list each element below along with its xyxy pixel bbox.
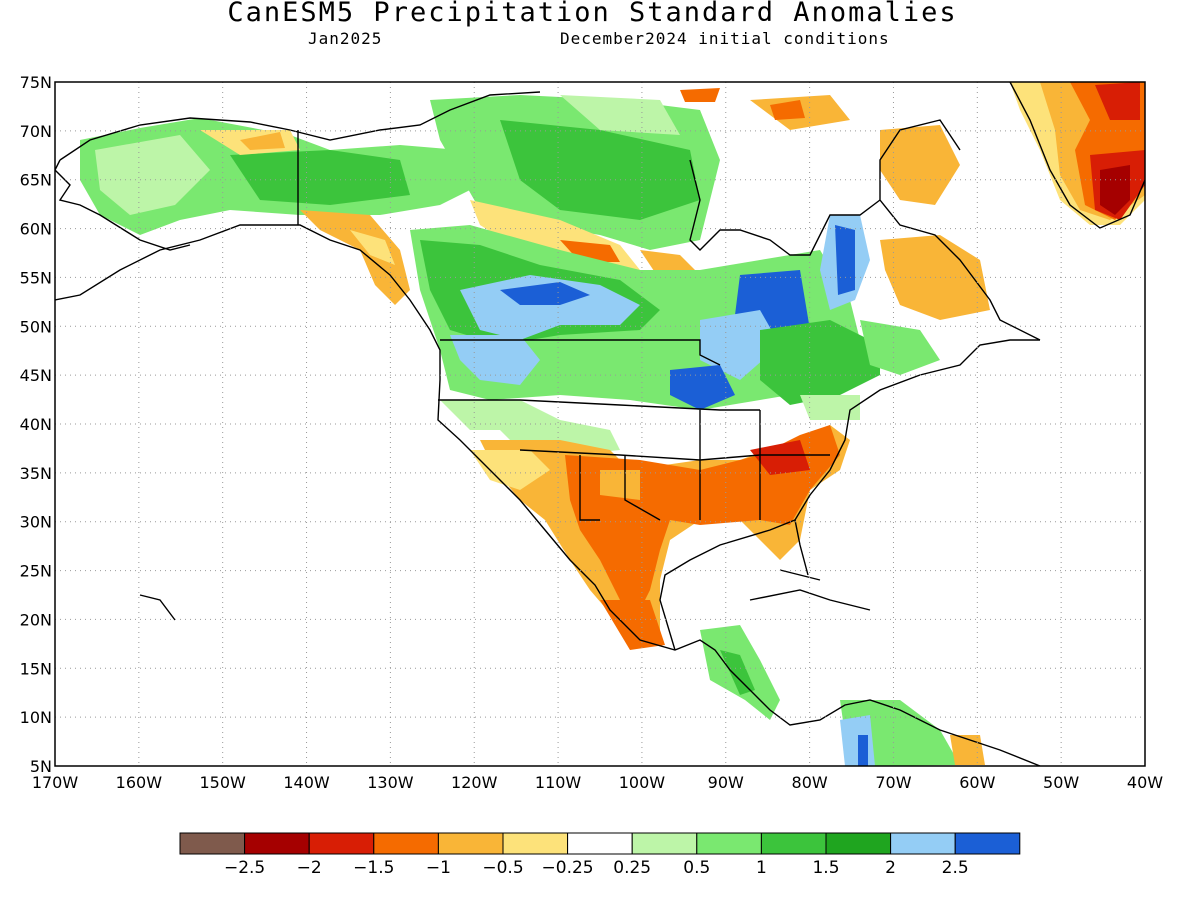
colorbar: −2.5 −2 −1.5 −1 −0.5 −0.25 0.25 0.5 1 1.5 2 2.5 — [179, 832, 1021, 878]
lon-tick-label: 160W — [116, 773, 163, 792]
colorbar-swatch — [567, 832, 633, 855]
colorbar-swatch — [631, 832, 698, 855]
colorbar-swatch — [308, 832, 375, 855]
initial-conditions: December2024 initial conditions — [560, 29, 890, 48]
colorbar-label: 1 — [756, 858, 767, 878]
colorbar-label: 2 — [885, 858, 896, 878]
colorbar-swatch — [890, 832, 956, 855]
lon-tick-label: 140W — [283, 773, 330, 792]
colorbar-label: 0.5 — [683, 858, 710, 878]
colorbar-label: −0.25 — [542, 858, 594, 878]
lat-tick-label: 45N — [20, 366, 52, 385]
lon-tick-label: 70W — [875, 773, 911, 792]
forecast-month: Jan2025 — [308, 29, 383, 48]
lat-tick-label: 40N — [20, 415, 52, 434]
lon-tick-label: 170W — [32, 773, 79, 792]
lon-tick-label: 120W — [451, 773, 498, 792]
graticule — [55, 82, 1145, 766]
lon-tick-label: 60W — [959, 773, 995, 792]
lat-tick-label: 75N — [20, 73, 52, 92]
lat-tick-label: 50N — [20, 317, 52, 336]
lat-tick-label: 30N — [20, 513, 52, 532]
colorbar-swatch — [373, 832, 439, 855]
colorbar-label: 0.25 — [613, 858, 651, 878]
anomaly-fields — [80, 82, 1145, 766]
lon-tick-label: 80W — [792, 773, 828, 792]
lon-tick-label: 50W — [1043, 773, 1079, 792]
lat-tick-label: 25N — [20, 562, 52, 581]
lon-tick-label: 150W — [200, 773, 247, 792]
lat-tick-label: 35N — [20, 464, 52, 483]
colorbar-label: 2.5 — [942, 858, 969, 878]
lat-tick-label: 60N — [20, 220, 52, 239]
plot-frame — [54, 81, 1146, 767]
colorbar-swatch — [825, 832, 892, 855]
colorbar-swatch — [179, 832, 246, 855]
colorbar-label: −2.5 — [224, 858, 265, 878]
colorbar-swatch — [437, 832, 504, 855]
map-title: CanESM5 Precipitation Standard Anomalies — [227, 0, 958, 28]
longitude-ticks: 170W 160W 150W 140W 130W 120W 110W 100W 90W 80W 70… — [32, 773, 1163, 792]
colorbar-swatch — [244, 832, 310, 855]
lat-tick-label: 20N — [20, 610, 52, 629]
colorbar-label: −0.5 — [482, 858, 523, 878]
lon-tick-label: 110W — [535, 773, 582, 792]
lat-tick-label: 10N — [20, 708, 52, 727]
colorbar-label: −1 — [426, 858, 451, 878]
lat-tick-label: 70N — [20, 122, 52, 141]
latitude-ticks: 75N 70N 65N 60N 55N 50N 45N 40N 35N 30N 25N 20N 15N 1… — [20, 73, 52, 776]
colorbar-label: −1.5 — [353, 858, 394, 878]
lon-tick-label: 130W — [367, 773, 414, 792]
lon-tick-label: 100W — [619, 773, 666, 792]
colorbar-label: −2 — [297, 858, 322, 878]
colorbar-swatch — [954, 832, 1021, 855]
lat-tick-label: 5N — [30, 757, 52, 776]
lat-tick-label: 65N — [20, 171, 52, 190]
lon-tick-label: 40W — [1127, 773, 1163, 792]
lon-tick-label: 90W — [708, 773, 744, 792]
lat-tick-label: 55N — [20, 268, 52, 287]
colorbar-swatch — [502, 832, 569, 855]
lat-tick-label: 15N — [20, 659, 52, 678]
colorbar-label: 1.5 — [812, 858, 839, 878]
coastlines — [55, 82, 1145, 766]
colorbar-swatch — [696, 832, 762, 855]
colorbar-swatch — [760, 832, 827, 855]
